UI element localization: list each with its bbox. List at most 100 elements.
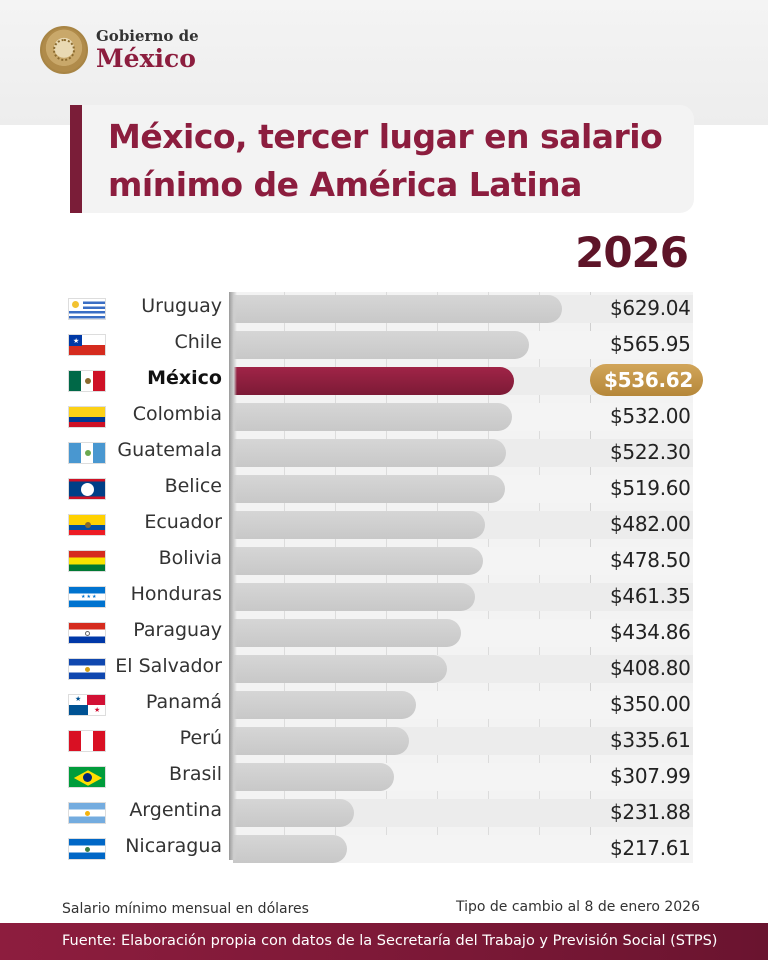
country-label: Argentina (129, 799, 222, 821)
header-band (0, 0, 768, 125)
bar (233, 619, 461, 647)
chart-row: Colombia $532.00 (0, 399, 768, 435)
chart-row: Argentina $231.88 (0, 795, 768, 831)
country-label: Paraguay (133, 619, 222, 641)
country-label: Guatemala (117, 439, 222, 461)
source-footer: Fuente: Elaboración propia con datos de … (0, 923, 768, 960)
chart-row: Bolivia $478.50 (0, 543, 768, 579)
gridline (284, 292, 285, 860)
honduras-flag: ★★★ (68, 586, 106, 608)
gridline (335, 292, 336, 860)
bolivia-flag (68, 550, 106, 572)
bar (233, 763, 394, 791)
country-label: Colombia (132, 403, 222, 425)
chart-row: Brasil $307.99 (0, 759, 768, 795)
chart-row: Paraguay $434.86 (0, 615, 768, 651)
guatemala-flag (68, 442, 106, 464)
chart-row: Guatemala $522.30 (0, 435, 768, 471)
bar (233, 367, 514, 395)
chart-title: México, tercer lugar en salario mínimo d… (108, 113, 688, 209)
belize-flag (68, 478, 106, 500)
country-label: Bolivia (158, 547, 222, 569)
chart-row: México $536.62 (0, 363, 768, 399)
chart-row: El Salvador $408.80 (0, 651, 768, 687)
value-label: $217.61 (610, 836, 691, 860)
bar (233, 799, 354, 827)
value-label: $335.61 (610, 728, 691, 752)
chart-row: Uruguay $629.04 (0, 291, 768, 327)
bar (233, 403, 512, 431)
value-label: $532.00 (610, 404, 691, 428)
value-label: $482.00 (610, 512, 691, 536)
gridline (539, 292, 540, 860)
logo-line1: Gobierno de (96, 27, 199, 45)
chart-row: Belice $519.60 (0, 471, 768, 507)
highlight-pill (590, 364, 703, 396)
value-label: $231.88 (610, 800, 691, 824)
chart-row: Nicaragua $217.61 (0, 831, 768, 867)
country-label: Belice (164, 475, 222, 497)
country-label: Honduras (130, 583, 222, 605)
title-line2: mínimo de América Latina (108, 165, 582, 204)
bar (233, 655, 447, 683)
chart-row: Ecuador $482.00 (0, 507, 768, 543)
value-column-divider (590, 292, 591, 860)
logo-line2: México (96, 44, 196, 73)
bar (233, 547, 483, 575)
country-label: Perú (179, 727, 222, 749)
panama-flag: ★ ★ (68, 694, 106, 716)
title-accent-bar (70, 105, 82, 213)
country-label: Uruguay (141, 295, 222, 317)
coat-of-arms-icon (40, 26, 88, 74)
argentina-flag (68, 802, 106, 824)
chart-row: Perú $335.61 (0, 723, 768, 759)
country-label: El Salvador (115, 655, 222, 677)
brazil-flag (68, 766, 106, 788)
bar (233, 295, 562, 323)
value-label: $522.30 (610, 440, 691, 464)
bar (233, 835, 347, 863)
bar (233, 331, 529, 359)
value-label: $350.00 (610, 692, 691, 716)
bar (233, 439, 506, 467)
bar (233, 583, 475, 611)
country-label: Panamá (145, 691, 222, 713)
value-label: $307.99 (610, 764, 691, 788)
peru-flag (68, 730, 106, 752)
bar (233, 727, 409, 755)
value-label: $565.95 (610, 332, 691, 356)
country-label: Brasil (169, 763, 222, 785)
gridline (488, 292, 489, 860)
ecuador-flag (68, 514, 106, 536)
title-box (70, 105, 694, 213)
bar (233, 511, 485, 539)
value-label: $434.86 (610, 620, 691, 644)
mexico-flag (68, 370, 106, 392)
value-label: $536.62 (604, 368, 693, 392)
country-label: México (147, 367, 222, 389)
chart-row: ★ ★ Panamá $350.00 (0, 687, 768, 723)
colombia-flag (68, 406, 106, 428)
bar (233, 691, 416, 719)
bar (233, 475, 505, 503)
axis-line (229, 292, 237, 860)
chart-row: ★ Chile $565.95 (0, 327, 768, 363)
unit-note: Salario mínimo mensual en dólares (62, 901, 309, 917)
gridline (437, 292, 438, 860)
country-label: Nicaragua (125, 835, 222, 857)
paraguay-flag (68, 622, 106, 644)
value-label: $478.50 (610, 548, 691, 572)
year-label: 2026 (575, 228, 689, 277)
nicaragua-flag (68, 838, 106, 860)
chile-flag: ★ (68, 334, 106, 356)
country-label: Chile (174, 331, 222, 353)
gridline (386, 292, 387, 860)
value-label: $461.35 (610, 584, 691, 608)
title-line1: México, tercer lugar en salario (108, 117, 663, 156)
value-label: $408.80 (610, 656, 691, 680)
country-label: Ecuador (144, 511, 222, 533)
value-label: $519.60 (610, 476, 691, 500)
gobierno-logo: Gobierno de México (40, 26, 199, 74)
chart-row: ★★★ Honduras $461.35 (0, 579, 768, 615)
value-label: $629.04 (610, 296, 691, 320)
